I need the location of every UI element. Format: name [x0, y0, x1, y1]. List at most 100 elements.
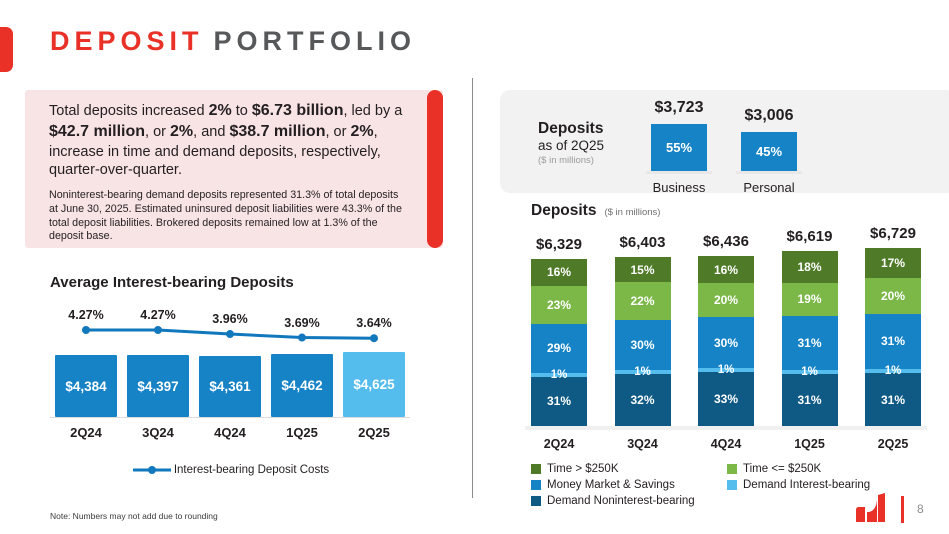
deposit-bar: $4,361 [199, 356, 261, 417]
segment-percent-label: 1% [884, 365, 902, 378]
avg-x-labels: 2Q24 3Q24 4Q24 1Q25 2Q25 [50, 417, 410, 440]
deposit-cost-value-label: 3.64% [356, 316, 392, 331]
deposit-cost-value-label: 4.27% [68, 308, 104, 322]
legend-item-time-lte-250k: Time <= $250K [727, 463, 927, 475]
stacked-total-label: $6,436 [703, 233, 749, 250]
bar-value-label: $4,625 [353, 377, 395, 392]
deposit-bar: $4,625 [343, 352, 405, 417]
page-title-portfolio: PORTFOLIO [213, 26, 417, 56]
deposit-share-bar: 55% [651, 124, 707, 171]
panel-units: ($ in millions) [538, 155, 594, 167]
segment-percent-label: 1% [550, 368, 568, 381]
deposit-cost-value-label: 3.96% [212, 312, 248, 327]
bar-total-label: $3,006 [744, 107, 794, 124]
panel-subtitle: as of 2Q25 [538, 138, 605, 154]
segment-demand-noninterest-bearing: 31% [781, 374, 838, 426]
deposit-cost-value-label: 4.27% [140, 308, 176, 322]
bar-column: $4,384 [50, 355, 122, 417]
segment-demand-noninterest-bearing: 33% [698, 372, 754, 426]
legend-label: Time <= $250K [743, 463, 822, 475]
x-axis-label: 2Q24 [543, 437, 575, 451]
segment-time-250k: 20% [698, 283, 754, 318]
deposit-bar: $4,397 [127, 355, 189, 417]
x-axis-label: 3Q24 [142, 425, 174, 440]
deposit-mix-bars: $6,329 16% 23% 29% 1% 31% $6,403 15% 22% 30% 1% 32%… [525, 222, 927, 430]
legend-swatch-light-blue [727, 480, 737, 490]
segment-percent-label: 17% [880, 256, 906, 271]
stacked-bar-column: $6,436 16% 20% 30% 1% 33% [698, 233, 754, 426]
callout-accent-bar [427, 90, 443, 248]
panel-label: Deposits as of 2Q25 ($ in millions) [538, 119, 604, 167]
legend-label: Demand Interest-bearing [743, 479, 871, 491]
line-legend-label: Interest-bearing Deposit Costs [173, 464, 330, 476]
segment-percent-label: 16% [546, 265, 572, 280]
deposit-mix-header: Deposits ($ in millions) [531, 202, 927, 220]
deposit-mix-units: ($ in millions) [604, 207, 661, 218]
segment-demand-interest-bearing: 1% [531, 369, 587, 381]
deposit-mix-section: Deposits ($ in millions) $6,329 16% 23% 29%… [525, 202, 927, 507]
company-logo-icon [856, 493, 885, 522]
segment-time-250k: 15% [614, 257, 671, 283]
mini-bar-column-business: $3,723 55% Business [646, 99, 712, 195]
bar-category-label: Business [652, 180, 706, 195]
footnote: Note: Numbers may not add due to roundin… [50, 511, 218, 521]
page-number: 8 [917, 502, 924, 516]
x-axis-label: 1Q25 [794, 437, 825, 451]
segment-money-market-savings: 30% [698, 317, 754, 369]
legend-swatch-dark-blue [531, 496, 541, 506]
segment-time-250k: 19% [781, 282, 838, 316]
x-axis-label: 2Q24 [70, 425, 102, 440]
bar-column: $4,625 [338, 352, 410, 417]
corner-accent-bar [0, 27, 13, 72]
summary-callout: Total deposits increased 2% to $6.73 bil… [25, 90, 443, 248]
deposit-mix-x-labels: 2Q24 3Q24 4Q24 1Q25 2Q25 [525, 437, 927, 451]
segment-percent-label: 16% [713, 262, 739, 277]
segment-percent-label: 20% [880, 289, 906, 304]
deposit-bar: $4,384 [55, 355, 117, 417]
segment-demand-interest-bearing: 1% [865, 365, 921, 377]
legend-item-demand-noninterest-bearing: Demand Noninterest-bearing [531, 495, 727, 507]
deposit-cost-value-label: 3.69% [284, 315, 320, 330]
stacked-total-label: $6,403 [619, 234, 666, 251]
segment-percent-label: 23% [546, 297, 572, 312]
segment-demand-interest-bearing: 1% [614, 366, 671, 378]
business-personal-bars: $3,723 55% Business $3,006 45% Personal [646, 99, 802, 195]
summary-subnote: Noninterest-bearing demand deposits repr… [49, 189, 402, 243]
stacked-bar: 16% 20% 30% 1% 33% [698, 255, 754, 426]
segment-percent-label: 29% [546, 341, 572, 356]
legend-swatch-medium-blue [531, 480, 541, 490]
segment-percent-label: 32% [630, 393, 655, 408]
x-axis-label: 3Q24 [627, 437, 658, 451]
avg-deposits-section: Average Interest-bearing Deposits $4,384… [50, 274, 422, 476]
stacked-bar-column: $6,403 15% 22% 30% 1% 32% [614, 234, 671, 426]
mini-bar-column-personal: $3,006 45% Personal [736, 107, 802, 195]
stacked-bar: 15% 22% 30% 1% 32% [614, 257, 671, 426]
bar-percent-label: 55% [665, 140, 693, 155]
bar-column: $4,397 [122, 355, 194, 417]
segment-time-250k: 17% [865, 248, 921, 279]
legend-label: Demand Noninterest-bearing [547, 495, 695, 507]
stacked-bar: 17% 20% 31% 1% 31% [865, 248, 921, 426]
stacked-total-label: $6,729 [870, 225, 916, 242]
segment-demand-noninterest-bearing: 31% [865, 373, 921, 426]
segment-demand-interest-bearing: 1% [698, 364, 754, 376]
deposits-as-of-panel: Deposits as of 2Q25 ($ in millions) $3,7… [500, 90, 949, 195]
legend-swatch-light-green [727, 464, 737, 474]
legend-label: Money Market & Savings [547, 479, 675, 491]
panel-title: Deposits [538, 120, 604, 137]
vertical-divider [472, 78, 473, 498]
legend-item-money-market-savings: Money Market & Savings [531, 479, 727, 491]
bar-percent-label: 45% [755, 144, 783, 159]
bar-column: $4,361 [194, 356, 266, 417]
segment-demand-interest-bearing: 1% [781, 366, 838, 378]
segment-money-market-savings: 29% [531, 324, 587, 373]
legend-swatch-dark-green [531, 464, 541, 474]
segment-percent-label: 18% [797, 259, 822, 274]
segment-time-250k: 16% [698, 255, 754, 284]
stacked-bar-column: $6,729 17% 20% 31% 1% 31% [865, 225, 921, 426]
segment-time-250k: 20% [865, 278, 921, 314]
segment-percent-label: 19% [797, 292, 822, 307]
segment-percent-label: 30% [713, 335, 739, 350]
segment-percent-label: 1% [801, 366, 818, 378]
segment-time-250k: 22% [614, 282, 671, 320]
